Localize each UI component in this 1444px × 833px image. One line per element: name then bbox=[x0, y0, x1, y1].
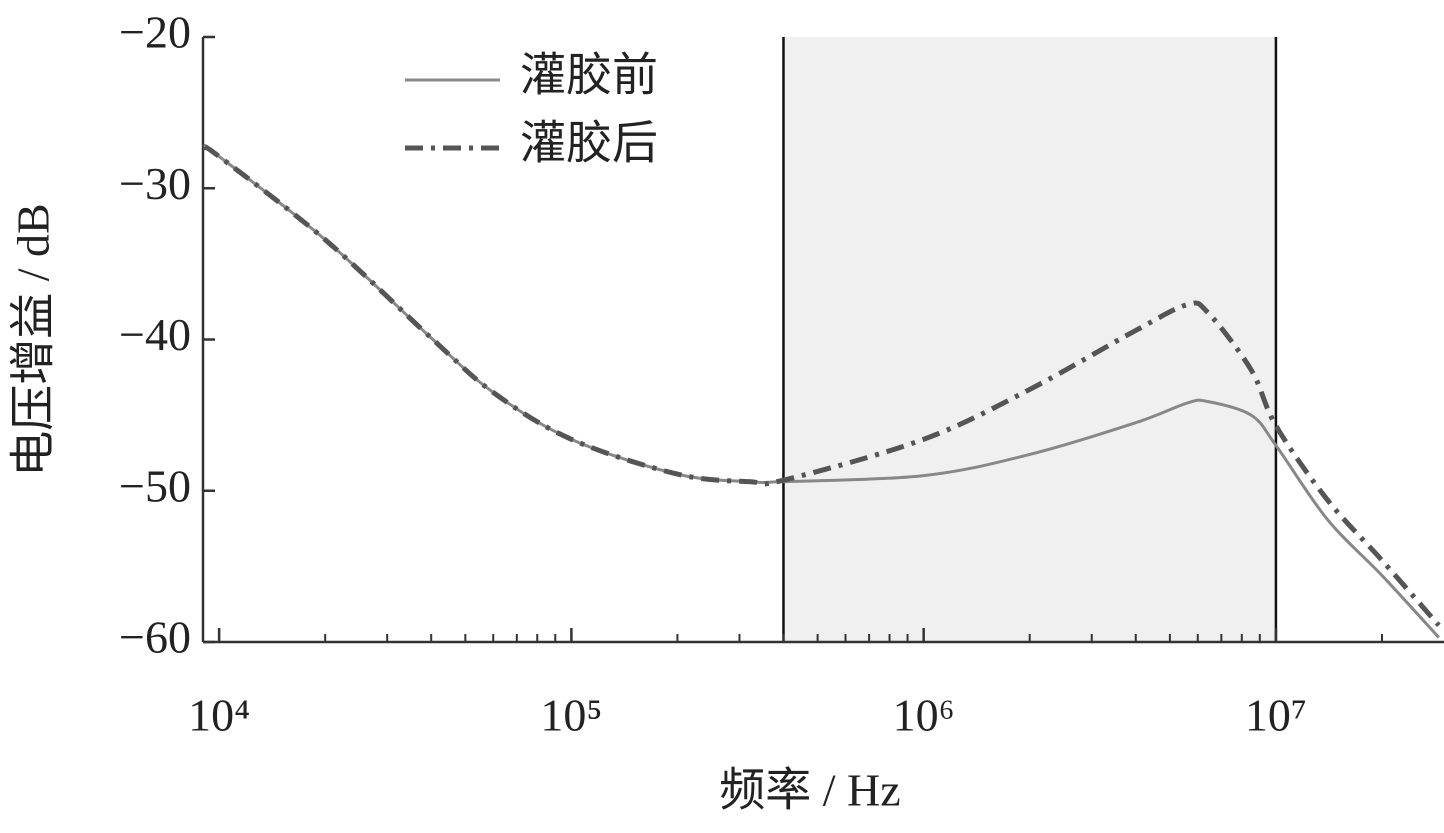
y-tick-label: −60 bbox=[119, 612, 191, 663]
x-tick-label: 10⁶ bbox=[893, 690, 955, 741]
y-tick-label: −40 bbox=[119, 309, 191, 360]
y-axis-label: 电压增益 / dB bbox=[8, 203, 59, 476]
y-tick-label: −50 bbox=[119, 460, 191, 511]
x-tick-label: 10⁷ bbox=[1245, 690, 1307, 741]
x-tick-label: 10⁵ bbox=[540, 690, 602, 741]
data-line bbox=[202, 144, 1441, 628]
y-tick-label: −30 bbox=[119, 158, 191, 209]
x-axis-label: 频率 / Hz bbox=[719, 765, 900, 816]
legend-label: 灌胶后 bbox=[520, 118, 658, 169]
legend-label: 灌胶前 bbox=[520, 50, 658, 101]
y-tick-label: −20 bbox=[119, 7, 191, 58]
x-tick-label: 10⁴ bbox=[188, 690, 250, 741]
shaded-region bbox=[783, 37, 1276, 642]
